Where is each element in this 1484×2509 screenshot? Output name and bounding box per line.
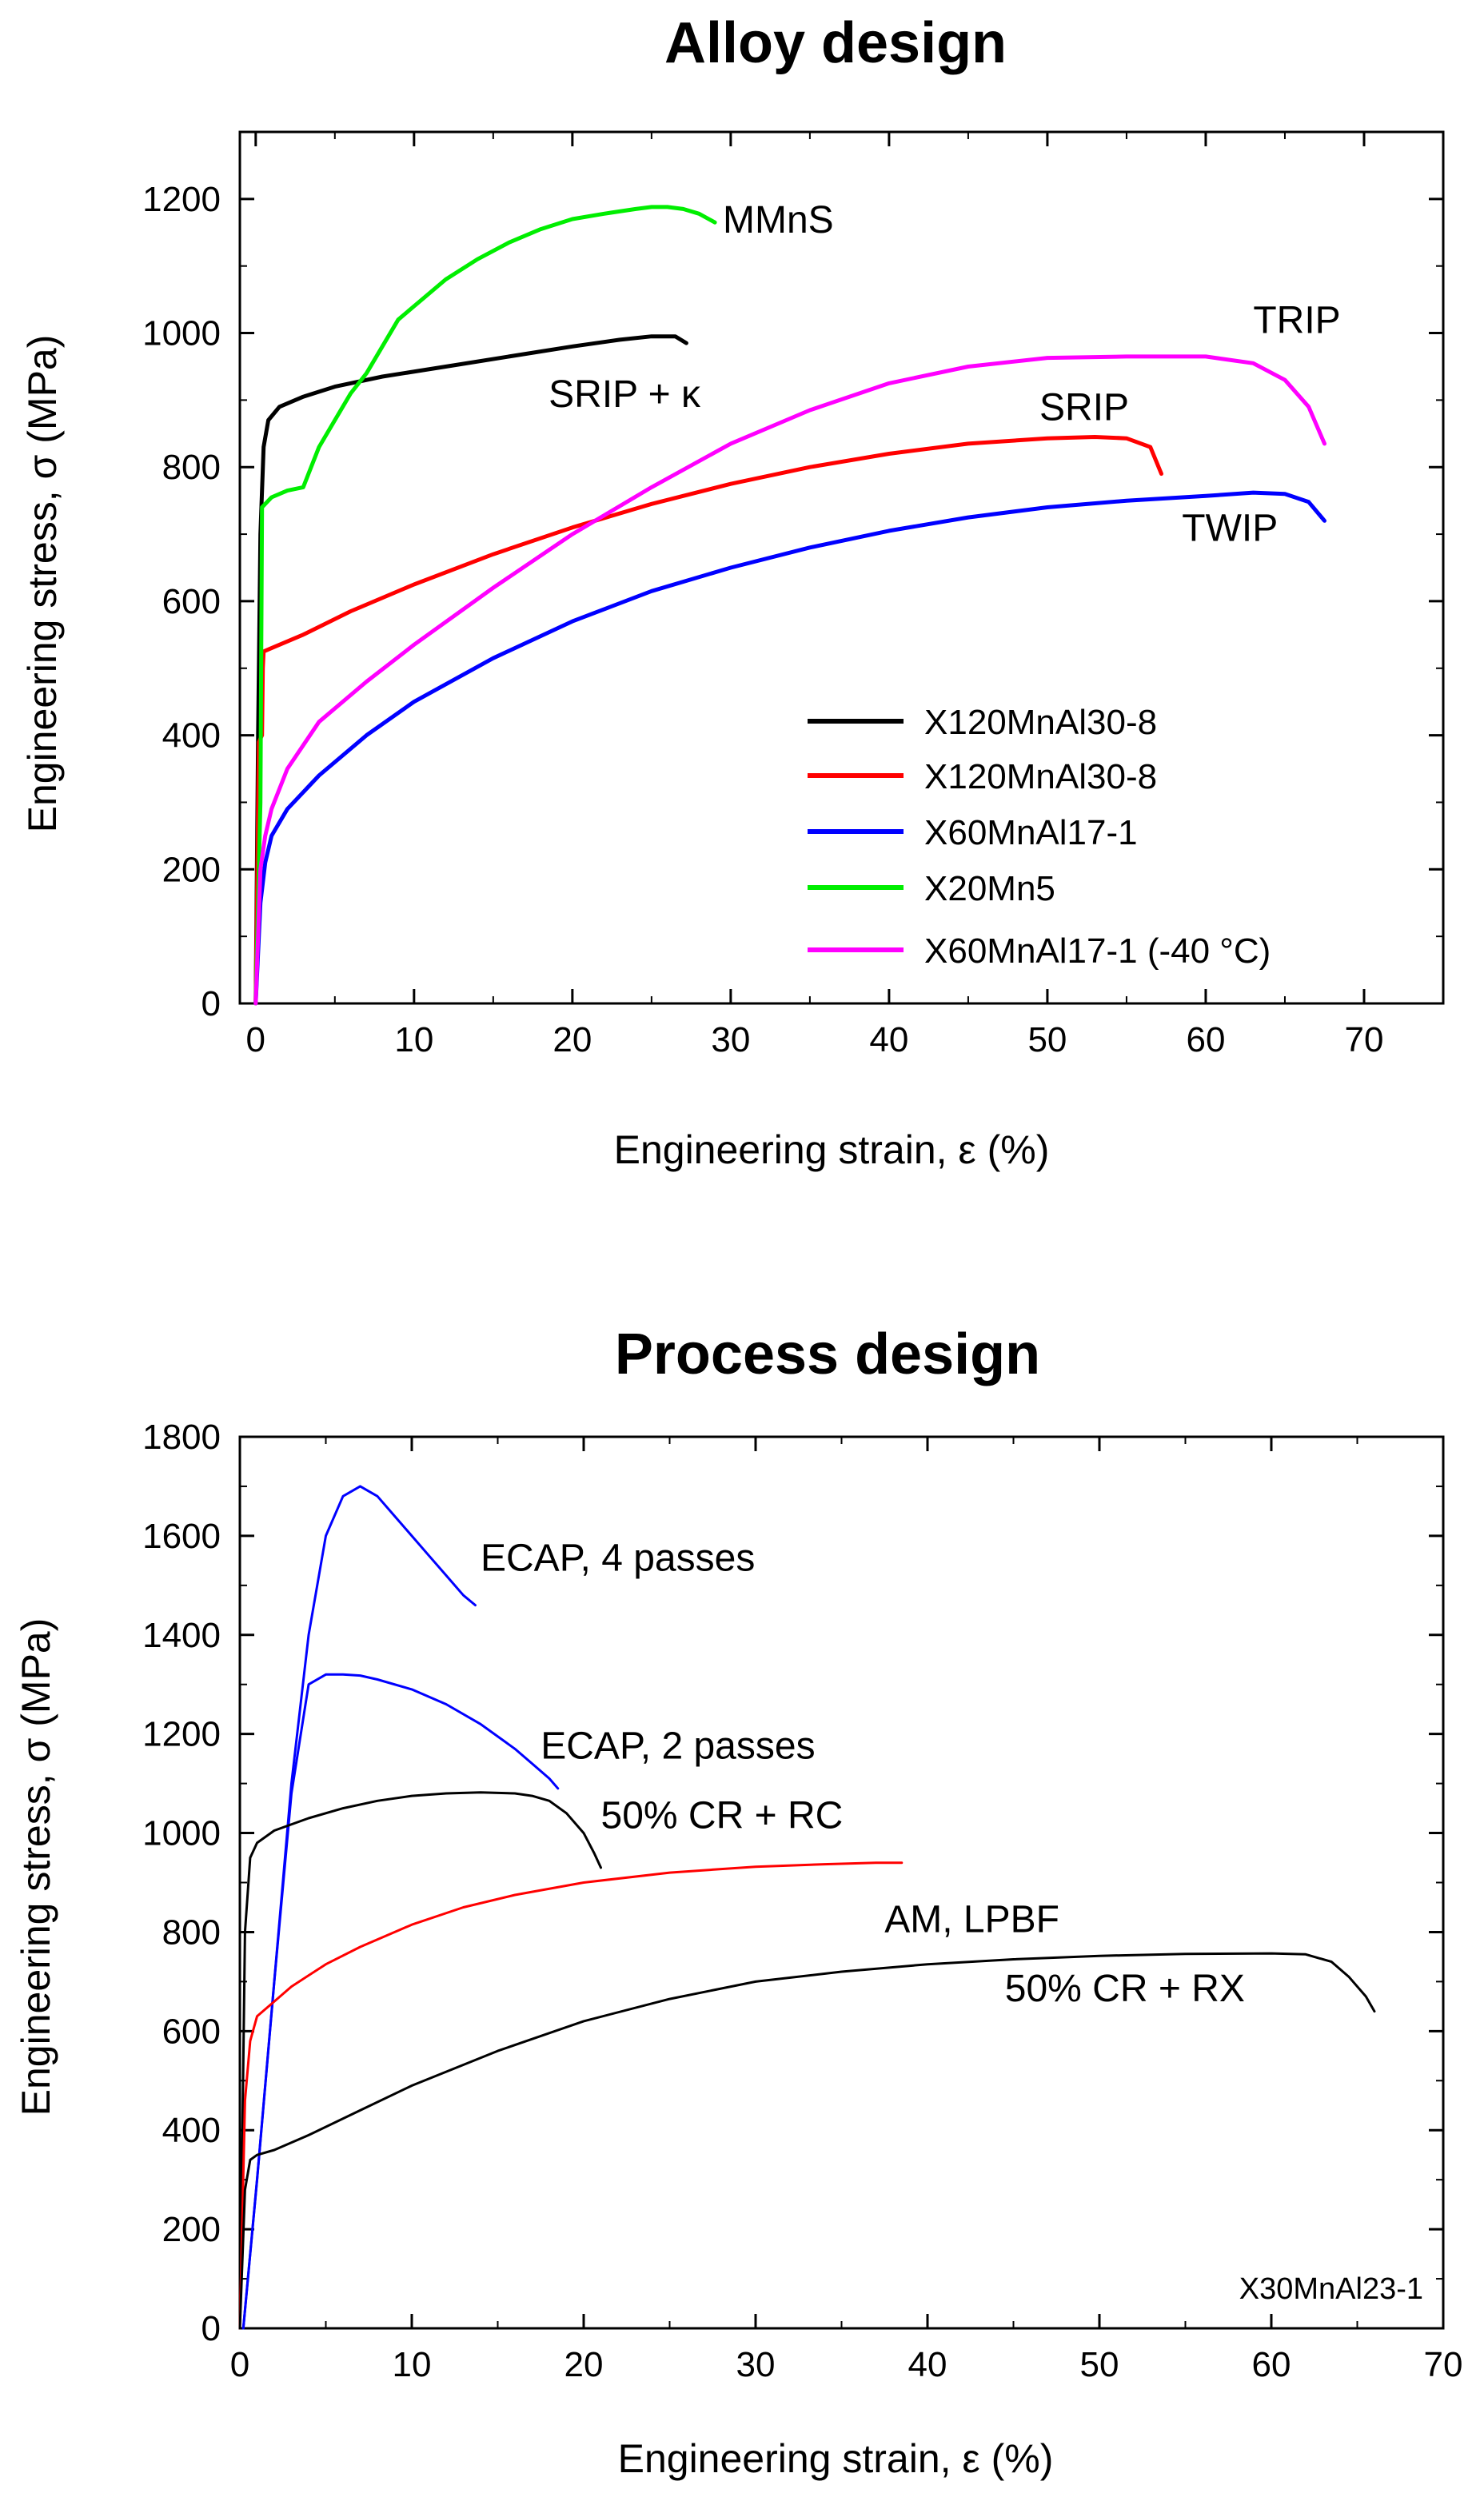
- x-tick-label: 30: [736, 2345, 776, 2384]
- y-axis-label: Engineering stress, σ (MPa): [20, 335, 65, 833]
- series-line: [238, 1861, 904, 2330]
- legend-label: X120MnAl30-8: [924, 703, 1157, 742]
- chart-title: Process design: [615, 1322, 1040, 1386]
- y-tick-label: 400: [162, 716, 221, 756]
- x-tick-label: 60: [1252, 2345, 1291, 2384]
- y-tick-label: 1200: [142, 180, 221, 219]
- curve-annotation: TRIP: [1253, 300, 1340, 342]
- curve-annotation: ECAP, 2 passes: [541, 1725, 815, 1768]
- series-line: [241, 1485, 477, 2330]
- y-tick-label: 1000: [142, 1814, 221, 1853]
- x-tick-label: 10: [393, 2345, 432, 2384]
- y-tick-label: 800: [162, 448, 221, 487]
- legend: X120MnAl30-8 X120MnAl30-8 X60MnAl17-1 X2…: [808, 703, 1271, 971]
- series-line: [241, 1673, 560, 2330]
- y-tick-label: 800: [162, 1913, 221, 1952]
- corner-label: X30MnAl23-1: [1239, 2272, 1423, 2306]
- y-axis-label: Engineering stress, σ (MPa): [14, 1618, 58, 2116]
- y-tick-label: 200: [162, 2210, 221, 2249]
- curve-annotation: 50% CR + RC: [601, 1794, 844, 1837]
- y-tick-label: 1000: [142, 314, 221, 353]
- legend-label: X120MnAl30-8: [924, 757, 1157, 796]
- series-line: [253, 354, 1326, 1006]
- y-tick-label: 600: [162, 2012, 221, 2051]
- y-tick-label: 1600: [142, 1517, 221, 1556]
- curve-annotation: ECAP, 4 passes: [481, 1537, 755, 1579]
- series-line: [238, 1791, 602, 2330]
- y-tick-label: 200: [162, 850, 221, 889]
- process-design-chart: Process design Engineering stress, σ (MP…: [14, 1322, 1462, 2481]
- series-line: [253, 490, 1326, 1006]
- series-line: [238, 1952, 1376, 2330]
- x-tick-label: 0: [246, 1020, 265, 1059]
- y-tick-label: 0: [201, 2309, 221, 2348]
- legend-label: X60MnAl17-1: [924, 813, 1138, 852]
- x-tick-label: 20: [553, 1020, 592, 1059]
- x-tick-label: 50: [1080, 2345, 1119, 2384]
- plot-frame: [238, 130, 1445, 1005]
- curve-annotation: 50% CR + RX: [1005, 1968, 1245, 2010]
- x-axis-label: Engineering strain, ε (%): [614, 1127, 1050, 1172]
- curve-annotation: SRIP: [1039, 387, 1129, 429]
- x-tick-label: 40: [869, 1020, 908, 1059]
- curve-annotation: MMnS: [723, 199, 834, 241]
- alloy-design-chart: Alloy design Engineering stress, σ (MPa)…: [20, 11, 1445, 1172]
- x-axis-label: Engineering strain, ε (%): [618, 2436, 1054, 2481]
- curve-annotation: AM, LPBF: [884, 1898, 1059, 1941]
- x-tick-label: 70: [1424, 2345, 1463, 2384]
- series-line: [253, 205, 717, 1006]
- x-tick-label: 30: [711, 1020, 750, 1059]
- y-tick-label: 0: [201, 984, 221, 1023]
- y-tick-label: 1800: [142, 1418, 221, 1457]
- legend-label: X20Mn5: [924, 869, 1055, 908]
- y-tick-label: 400: [162, 2111, 221, 2150]
- curve-annotation: SRIP + κ: [549, 373, 701, 416]
- y-tick-label: 600: [162, 582, 221, 621]
- x-tick-label: 40: [908, 2345, 947, 2384]
- x-tick-label: 0: [230, 2345, 249, 2384]
- x-tick-label: 50: [1027, 1020, 1067, 1059]
- x-tick-label: 70: [1345, 1020, 1384, 1059]
- plot-frame: [238, 1435, 1445, 2330]
- x-tick-label: 20: [564, 2345, 604, 2384]
- curve-annotation: TWIP: [1182, 507, 1278, 549]
- y-tick-label: 1200: [142, 1715, 221, 1754]
- legend-label: X60MnAl17-1 (-40 °C): [924, 931, 1271, 971]
- x-tick-label: 10: [394, 1020, 433, 1059]
- chart-title: Alloy design: [664, 11, 1007, 75]
- y-tick-label: 1400: [142, 1616, 221, 1655]
- x-tick-label: 60: [1186, 1020, 1225, 1059]
